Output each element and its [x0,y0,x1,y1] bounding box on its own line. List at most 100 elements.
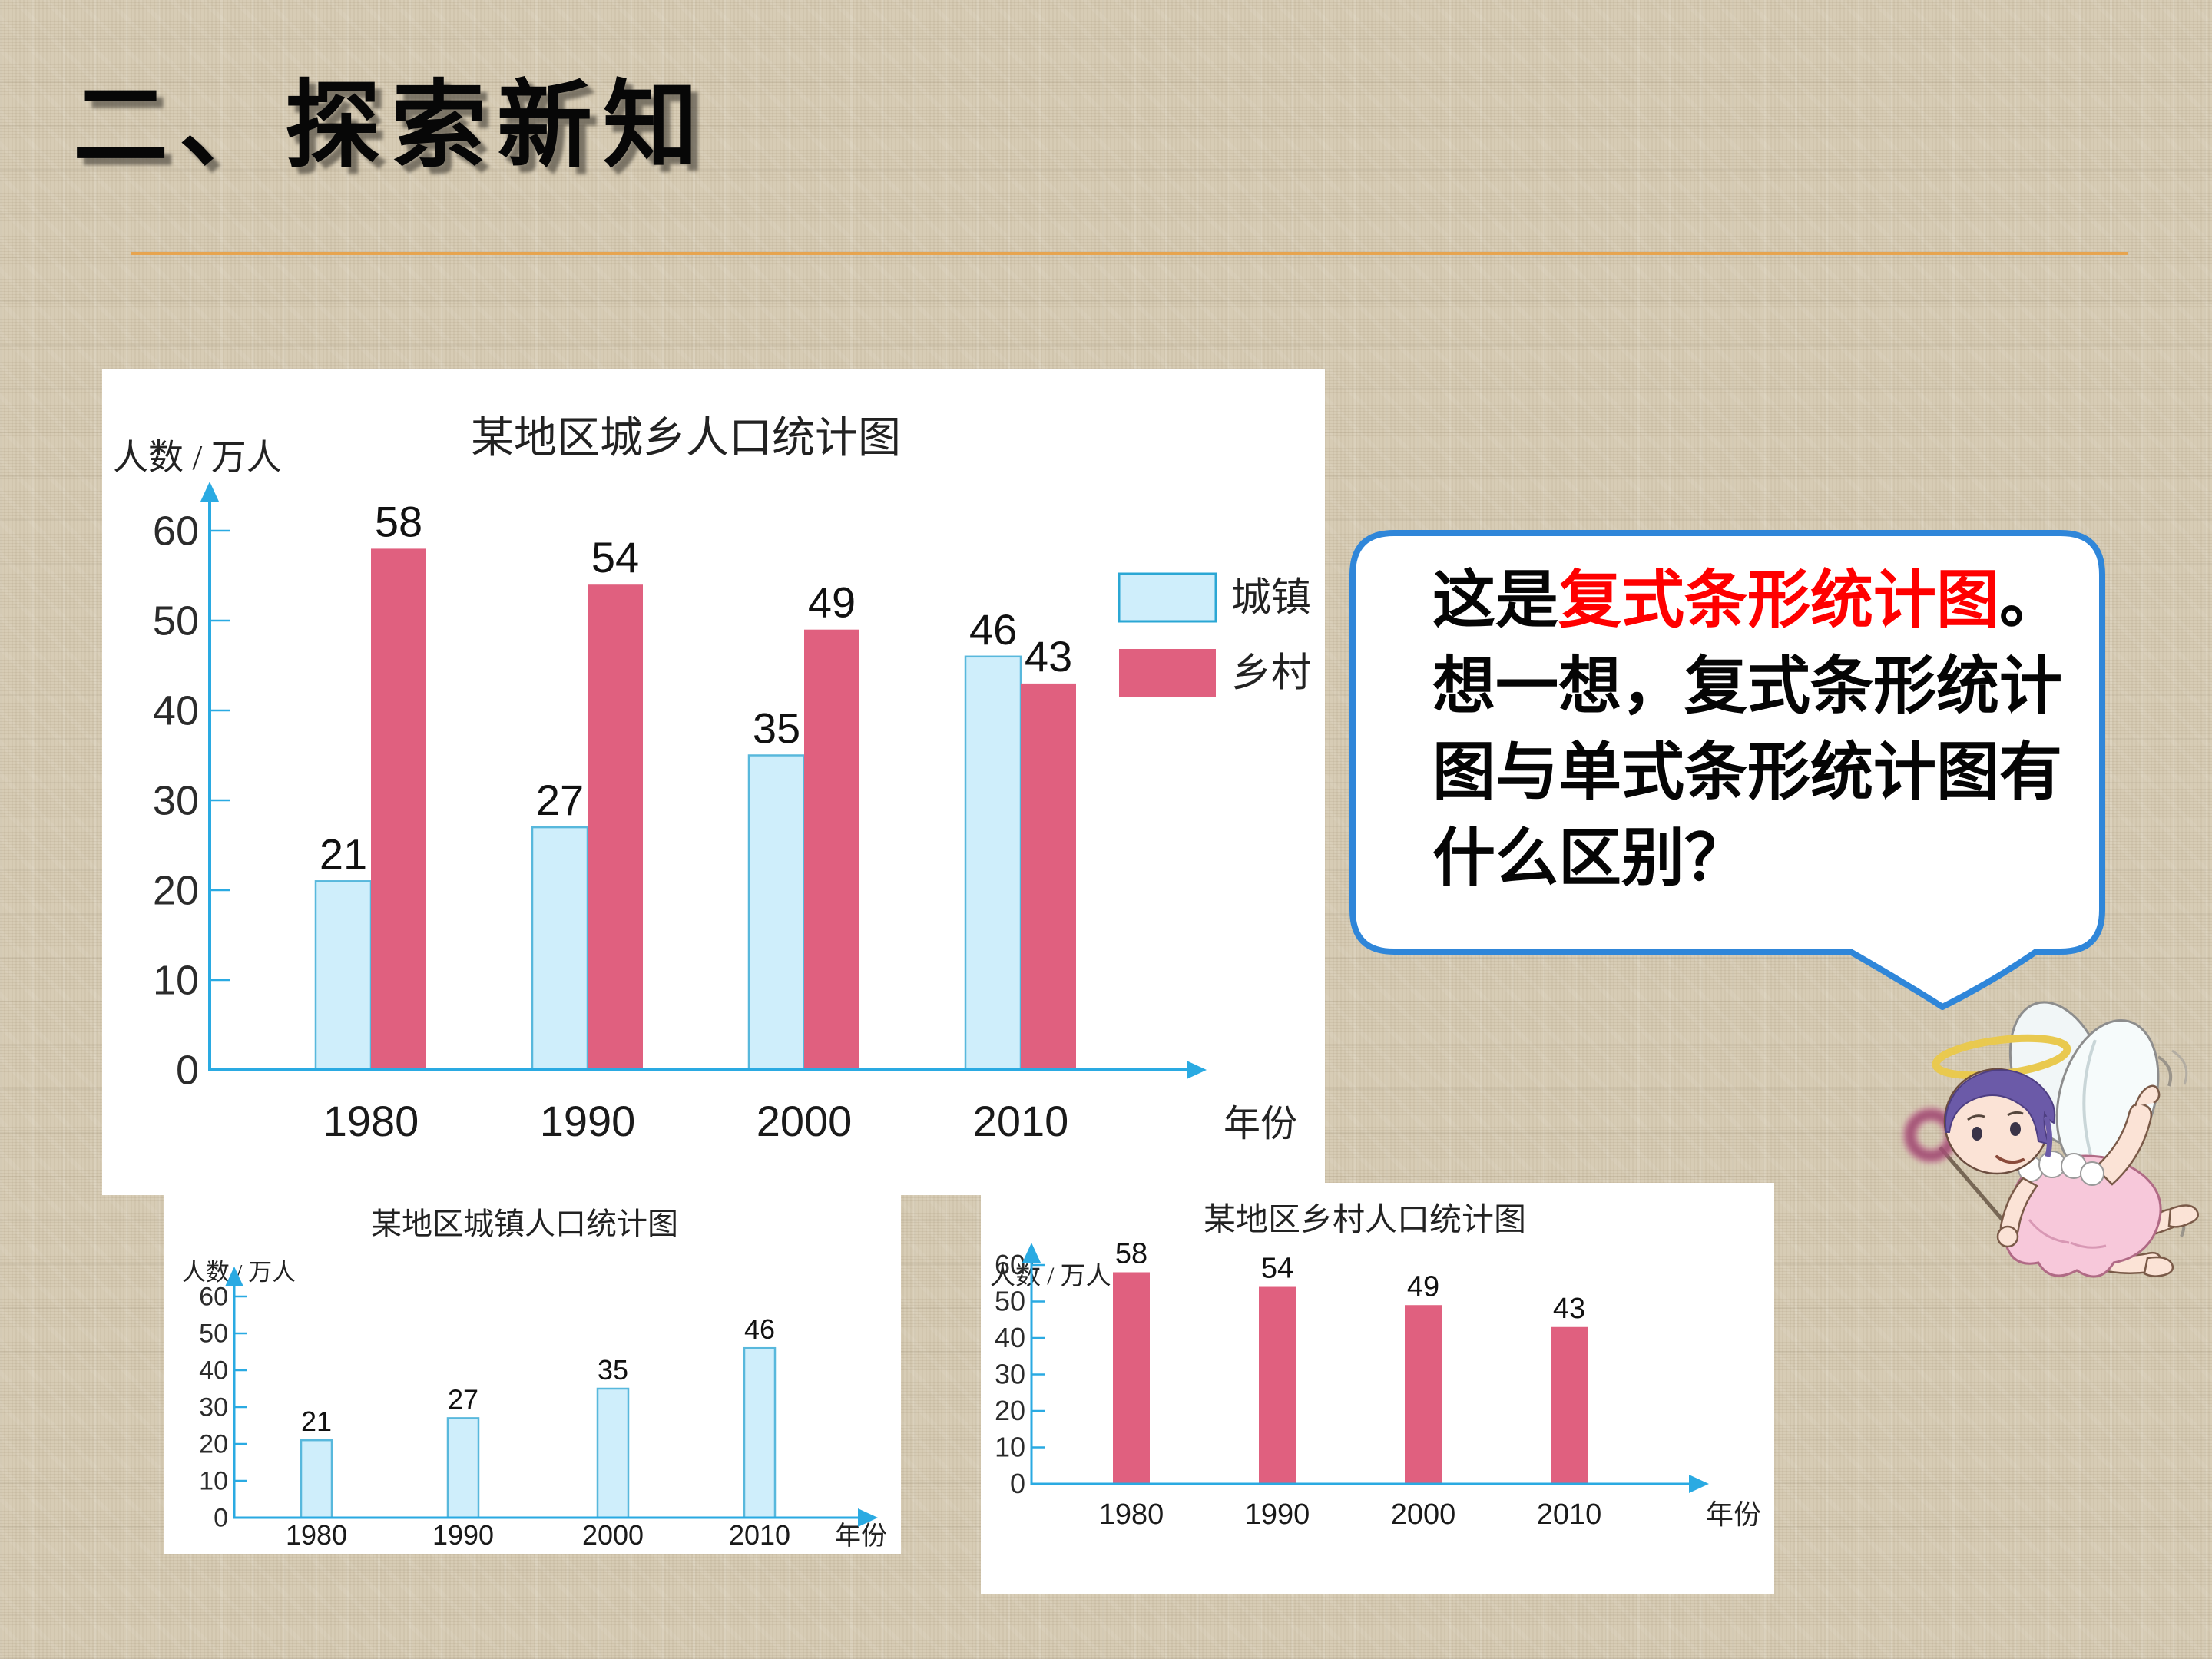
x-tick-label: 1980 [286,1519,347,1551]
foot-icon [2143,1256,2174,1277]
y-tick-label: 60 [199,1283,228,1312]
eye-icon [2010,1122,2021,1136]
value-label: 49 [808,578,856,627]
value-label: 43 [1025,632,1072,680]
hand-icon [2134,1084,2161,1107]
speech-bubble: 这是复式条形统计图。 想一想，复式条形统计 图与单式条形统计图有 什么区别？ [1349,530,2105,1012]
rural-chart-panel: 某地区乡村人口统计图 人数 / 万人 年份 58 54 49 43 0 10 20 30 40 50 60… [981,1183,1774,1594]
y-axis-arrow-icon [225,1267,243,1286]
y-tick-label: 60 [995,1249,1025,1280]
bar-城镇-1980 [300,1439,333,1519]
page-title: 二、探索新知 [73,74,710,179]
x-tick-label: 2000 [1391,1498,1456,1531]
x-tick-label: 1980 [1099,1498,1164,1531]
y-tick-label: 20 [995,1395,1025,1426]
value-label: 35 [598,1354,628,1386]
y-tick-label: 30 [995,1359,1025,1390]
bar-乡村-2010 [1021,683,1076,1070]
collar-icon [2018,1151,2104,1186]
y-tick-label: 30 [153,777,199,823]
bubble-intro: 这是 [1432,565,1559,635]
y-tick-label: 40 [199,1356,228,1386]
bar-城镇-1980 [314,880,373,1071]
x-tick-label: 1980 [323,1097,419,1145]
x-axis-unit-label: 年份 [1224,1104,1297,1144]
x-tick-label: 1990 [540,1097,636,1145]
legend-swatch-城镇 [1118,572,1217,623]
bar-城镇-2000 [596,1387,630,1519]
y-tick-label: 20 [153,867,199,913]
y-axis-arrow-icon [1022,1243,1041,1263]
speech-bubble-outline [1349,530,2105,1010]
x-tick-label: 2010 [729,1519,790,1551]
x-axis-arrow-icon [858,1508,878,1527]
bar-乡村-1980 [1113,1272,1150,1484]
bar-乡村-1990 [588,584,643,1070]
y-tick-label: 0 [214,1504,228,1533]
x-tick-label: 2000 [757,1097,853,1145]
value-label: 35 [753,704,800,753]
y-tick-label: 50 [153,598,199,644]
hand-icon [1996,1225,2019,1248]
motion-line-icon [2157,1055,2173,1087]
bar-乡村-1980 [371,548,426,1070]
bar-城镇-2010 [964,655,1022,1071]
x-tick-label: 1990 [432,1519,494,1551]
y-tick-label: 50 [995,1286,1025,1317]
bar-城镇-1990 [446,1417,480,1519]
y-tick-label: 50 [199,1320,228,1349]
bar-乡村-2000 [1405,1305,1442,1484]
y-tick-label: 20 [199,1430,228,1459]
chart-title: 某地区城镇人口统计图 [371,1207,678,1241]
value-label: 49 [1407,1270,1439,1303]
chart-title: 某地区乡村人口统计图 [1204,1203,1526,1238]
legend-label: 乡村 [1231,652,1311,696]
value-label: 43 [1553,1293,1585,1325]
y-tick-label: 30 [199,1393,228,1422]
title-underline [131,252,2128,255]
y-tick-label: 0 [176,1047,199,1093]
bubble-period: 。 [1999,565,2063,635]
value-label: 58 [1115,1238,1147,1270]
eye-icon [1972,1127,1982,1141]
value-label: 54 [1261,1253,1293,1285]
value-label: 58 [375,497,422,545]
value-label: 46 [744,1313,775,1345]
urban-chart-panel: 某地区城镇人口统计图 人数 / 万人 年份 21 27 35 46 0 10 20 30 40 50 60… [164,1188,901,1554]
value-label: 46 [969,605,1017,654]
bar-乡村-2010 [1551,1326,1588,1484]
y-axis-unit-label: 人数 / 万人 [113,438,282,477]
bubble-line4: 什么区别？ [1432,823,1748,893]
fairy-angel-illustration [1903,1001,2199,1278]
foot-icon [2167,1204,2199,1228]
x-axis-arrow-icon [1187,1061,1207,1079]
x-tick-label: 2010 [1537,1498,1602,1531]
bar-城镇-2010 [743,1346,777,1519]
y-tick-label: 10 [199,1467,228,1496]
legend-swatch-乡村 [1119,649,1216,697]
y-tick-label: 10 [995,1432,1025,1463]
bubble-line2: 想一想，复式条形统计 [1432,651,2063,721]
y-axis-arrow-icon [200,482,219,502]
x-axis-arrow-icon [1689,1475,1709,1493]
chart-title: 某地区城乡人口统计图 [471,415,901,462]
x-tick-label: 2010 [973,1097,1069,1145]
value-label: 21 [320,830,367,878]
x-tick-label: 1990 [1245,1498,1310,1531]
y-tick-label: 40 [995,1322,1025,1353]
bubble-line3: 图与单式条形统计图有 [1432,737,2063,807]
x-tick-label: 2000 [582,1519,644,1551]
bar-城镇-2000 [747,754,806,1071]
y-tick-label: 0 [1010,1468,1025,1499]
speech-bubble-text: 这是复式条形统计图。 想一想，复式条形统计 图与单式条形统计图有 什么区别？ [1432,558,2075,902]
bar-乡村-1990 [1259,1286,1296,1484]
mouth-icon [1995,1155,2025,1164]
y-tick-label: 60 [153,508,199,554]
y-axis-unit-label: 人数 / 万人 [990,1262,1111,1290]
y-tick-label: 10 [153,957,199,1003]
bubble-highlight: 复式条形统计图 [1558,565,2000,635]
